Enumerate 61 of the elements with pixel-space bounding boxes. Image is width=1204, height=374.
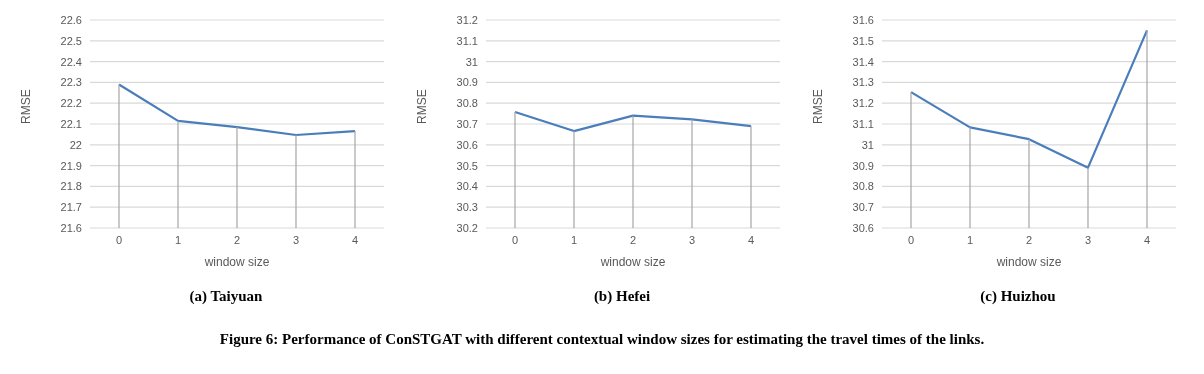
y-tick-label: 30.2: [456, 221, 478, 234]
x-tick-label: 0: [511, 233, 519, 246]
y-tick-label: 31: [465, 55, 478, 68]
x-tick-label: 3: [1084, 233, 1092, 246]
y-tick-label: 21.8: [60, 180, 82, 193]
y-tick-label: 22.6: [60, 13, 82, 26]
x-tick-label: 3: [292, 233, 300, 246]
line-series: [909, 29, 1149, 169]
y-tick-label: 31.2: [852, 97, 874, 110]
x-axis-title: window size: [203, 255, 270, 269]
y-tick-label: 21.7: [60, 201, 82, 214]
x-axis-title: window size: [995, 255, 1062, 269]
y-tick-label: 30.9: [456, 76, 478, 89]
y-axis-title: RMSE: [415, 89, 430, 124]
y-tick-label: 30.8: [852, 180, 874, 193]
y-tick-label: 22.1: [60, 117, 82, 130]
y-tick-label: 21.9: [60, 159, 82, 172]
y-tick-label: 22.4: [60, 55, 82, 68]
x-axis-title: window size: [599, 255, 666, 269]
y-tick-label: 30.5: [456, 159, 478, 172]
x-tick-label: 2: [629, 233, 637, 246]
y-tick-label: 31.3: [852, 76, 874, 89]
x-tick-label: 2: [233, 233, 241, 246]
y-tick-label: 30.9: [852, 159, 874, 172]
y-axis-title: RMSE: [811, 89, 826, 124]
y-tick-label: 30.3: [456, 201, 478, 214]
y-tick-label: 30.4: [456, 180, 478, 193]
y-tick-label: 22: [69, 138, 82, 151]
y-tick-label: 31.1: [852, 117, 874, 130]
y-tick-label: 31: [861, 138, 874, 151]
x-tick-label: 3: [688, 233, 696, 246]
y-tick-label: 22.5: [60, 34, 82, 47]
caption: Figure 6: Performance of ConSTGAT with different contextual window sizes for estimating the travel times of the links.: [218, 331, 986, 348]
y-tick-label: 30.7: [852, 201, 874, 214]
y-tick-label: 31.6: [852, 13, 874, 26]
y-tick-label: 31.2: [456, 13, 478, 26]
y-tick-label: 22.2: [60, 97, 82, 110]
x-tick-label: 1: [966, 233, 974, 246]
x-tick-label: 4: [1143, 233, 1151, 246]
y-tick-label: 31.5: [852, 34, 874, 47]
y-tick-label: 21.6: [60, 221, 82, 234]
x-tick-label: 1: [174, 233, 182, 246]
x-tick-label: 4: [351, 233, 359, 246]
line-series: [513, 110, 753, 133]
x-tick-label: 2: [1025, 233, 1033, 246]
y-tick-label: 30.8: [456, 97, 478, 110]
x-tick-label: 4: [747, 233, 755, 246]
y-tick-label: 30.6: [852, 221, 874, 234]
y-axis-title: RMSE: [19, 89, 34, 124]
y-tick-label: 30.6: [456, 138, 478, 151]
x-tick-label: 1: [570, 233, 578, 246]
x-tick-label: 0: [115, 233, 123, 246]
y-tick-label: 30.7: [456, 117, 478, 130]
y-tick-label: 31.4: [852, 55, 874, 68]
y-tick-label: 31.1: [456, 34, 478, 47]
line-series: [117, 83, 357, 137]
text: (b) Hefei: [592, 288, 651, 305]
text: (a) Taiyuan: [188, 288, 263, 305]
x-tick-label: 0: [907, 233, 915, 246]
y-tick-label: 22.3: [60, 76, 82, 89]
text: (c) Huizhou: [979, 288, 1056, 305]
